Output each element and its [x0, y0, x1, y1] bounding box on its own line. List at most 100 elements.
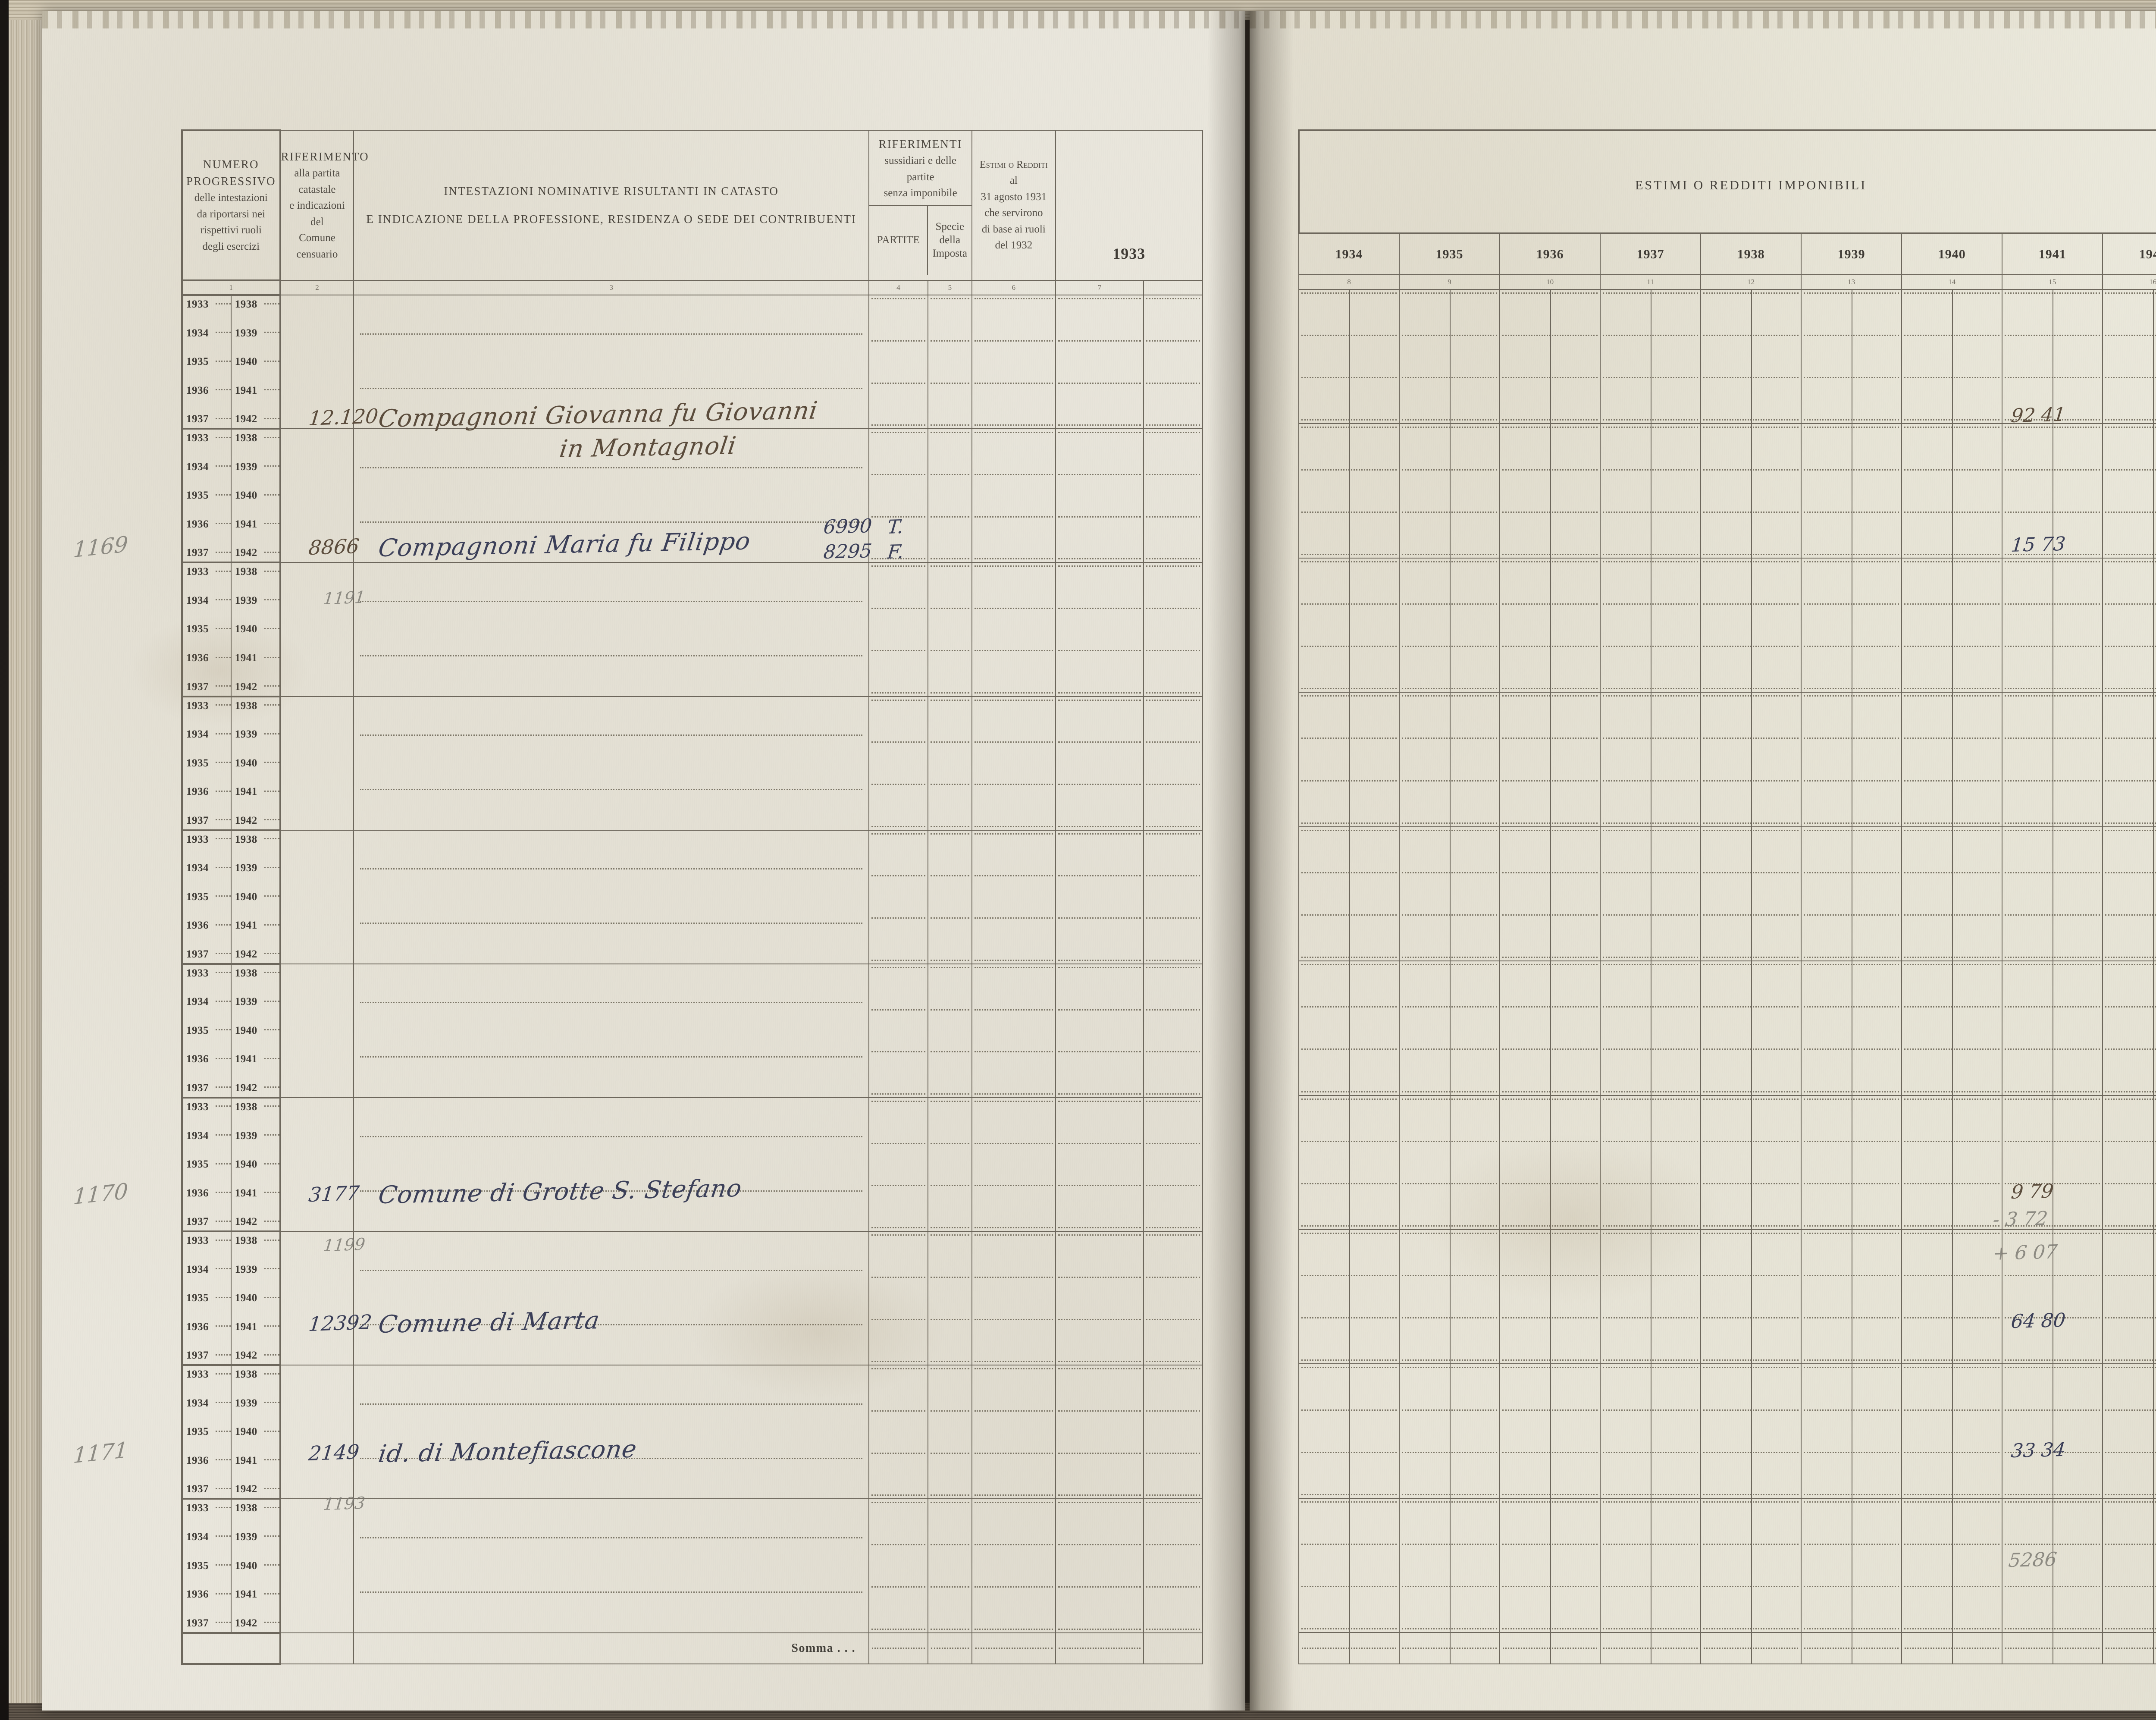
entry-riferimento-cell[interactable] [279, 696, 354, 831]
entry-partite-cell[interactable] [868, 295, 928, 430]
entry-specie-cell[interactable] [927, 295, 973, 430]
value-cell-year-1941[interactable] [2002, 1363, 2103, 1499]
value-cell-year-1934[interactable] [1298, 1363, 1400, 1499]
entry-1933-cell[interactable] [1055, 696, 1144, 831]
entry-intestazione-cell[interactable] [353, 829, 870, 964]
value-cell-year-1941[interactable] [2002, 1497, 2103, 1633]
value-cell-year-1939[interactable] [1801, 289, 1902, 424]
entry-1933-cell[interactable] [1055, 1498, 1144, 1633]
value-cell-year-1942[interactable] [2102, 826, 2156, 962]
value-cell-year-1940[interactable] [1901, 826, 2003, 962]
ledger-entry-row[interactable]: 1933 1934 1935 1936 1937 1938 1939 1940 1941 1942 [181, 695, 1203, 831]
value-cell-year-1940[interactable] [1901, 692, 2003, 827]
entry-intestazione-cell[interactable] [353, 963, 870, 1098]
value-cell-year-1936[interactable] [1499, 960, 1601, 1096]
entry-specie-cell[interactable] [927, 1365, 973, 1500]
value-cell-year-1938[interactable] [1700, 826, 1802, 962]
value-cell-year-1939[interactable] [1801, 692, 1902, 827]
value-cell-year-1937[interactable] [1600, 423, 1702, 559]
ledger-value-row[interactable] [1298, 1363, 2156, 1499]
ledger-value-row[interactable] [1298, 960, 2156, 1096]
value-cell-year-1938[interactable] [1700, 1229, 1802, 1365]
entry-estimi1931-cell[interactable] [971, 428, 1056, 563]
ledger-entry-row[interactable]: 1933 1934 1935 1936 1937 1938 1939 1940 1941 1942 [181, 829, 1203, 965]
value-cell-year-1934[interactable] [1298, 1229, 1400, 1365]
entry-intestazione-cell[interactable] [353, 295, 870, 430]
ledger-value-row[interactable] [1298, 1497, 2156, 1633]
entry-riferimento-cell[interactable] [279, 562, 354, 697]
value-cell-year-1934[interactable] [1298, 423, 1400, 559]
entry-specie-cell[interactable] [927, 696, 973, 831]
entry-partite-cell[interactable] [868, 829, 928, 964]
value-cell-year-1935[interactable] [1399, 1229, 1501, 1365]
value-cell-year-1935[interactable] [1399, 1363, 1501, 1499]
entry-riferimento-cell[interactable] [279, 1498, 354, 1633]
value-cell-year-1934[interactable] [1298, 289, 1400, 424]
entry-spill-cell[interactable] [1143, 295, 1203, 430]
value-cell-year-1942[interactable] [2102, 1363, 2156, 1499]
value-cell-year-1942[interactable] [2102, 692, 2156, 827]
value-cell-year-1939[interactable] [1801, 960, 1902, 1096]
entry-1933-cell[interactable] [1055, 1231, 1144, 1366]
entry-partite-cell[interactable] [868, 428, 928, 563]
value-cell-year-1942[interactable] [2102, 1497, 2156, 1633]
value-cell-year-1938[interactable] [1700, 1095, 1802, 1230]
entry-specie-cell[interactable] [927, 963, 973, 1098]
value-cell-year-1942[interactable] [2102, 1229, 2156, 1365]
entry-partite-cell[interactable] [868, 1365, 928, 1500]
entry-spill-cell[interactable] [1143, 1097, 1203, 1232]
entry-intestazione-cell[interactable] [353, 1097, 870, 1232]
entry-spill-cell[interactable] [1143, 1498, 1203, 1633]
value-cell-year-1937[interactable] [1600, 1363, 1702, 1499]
ledger-entry-row[interactable]: 1933 1934 1935 1936 1937 1938 1939 1940 1941 1942 [181, 428, 1203, 564]
ledger-value-row[interactable] [1298, 1229, 2156, 1365]
value-cell-year-1935[interactable] [1399, 557, 1501, 693]
value-cell-year-1937[interactable] [1600, 960, 1702, 1096]
entry-specie-cell[interactable] [927, 1498, 973, 1633]
value-cell-year-1937[interactable] [1600, 1095, 1702, 1230]
ledger-entry-row[interactable]: 1933 1934 1935 1936 1937 1938 1939 1940 1941 1942 [181, 1364, 1203, 1500]
entry-riferimento-cell[interactable] [279, 1231, 354, 1366]
value-cell-year-1937[interactable] [1600, 557, 1702, 693]
value-cell-year-1939[interactable] [1801, 1229, 1902, 1365]
value-cell-year-1940[interactable] [1901, 1363, 2003, 1499]
entry-intestazione-cell[interactable] [353, 1365, 870, 1500]
entry-riferimento-cell[interactable] [279, 963, 354, 1098]
entry-intestazione-cell[interactable] [353, 1498, 870, 1633]
entry-estimi1931-cell[interactable] [971, 1097, 1056, 1232]
value-cell-year-1940[interactable] [1901, 1095, 2003, 1230]
value-cell-year-1939[interactable] [1801, 826, 1902, 962]
entry-1933-cell[interactable] [1055, 428, 1144, 563]
value-cell-year-1937[interactable] [1600, 826, 1702, 962]
value-cell-year-1937[interactable] [1600, 1497, 1702, 1633]
entry-estimi1931-cell[interactable] [971, 696, 1056, 831]
value-cell-year-1941[interactable] [2002, 289, 2103, 424]
ledger-value-row[interactable] [1298, 557, 2156, 693]
value-cell-year-1942[interactable] [2102, 557, 2156, 693]
value-cell-year-1941[interactable] [2002, 826, 2103, 962]
ledger-value-row[interactable] [1298, 289, 2156, 424]
value-cell-year-1936[interactable] [1499, 1095, 1601, 1230]
value-cell-year-1934[interactable] [1298, 826, 1400, 962]
entry-partite-cell[interactable] [868, 696, 928, 831]
entry-specie-cell[interactable] [927, 428, 973, 563]
value-cell-year-1936[interactable] [1499, 289, 1601, 424]
entry-specie-cell[interactable] [927, 1231, 973, 1366]
value-cell-year-1942[interactable] [2102, 423, 2156, 559]
entry-riferimento-cell[interactable] [279, 295, 354, 430]
entry-1933-cell[interactable] [1055, 963, 1144, 1098]
value-cell-year-1942[interactable] [2102, 1095, 2156, 1230]
entry-riferimento-cell[interactable] [279, 428, 354, 563]
entry-estimi1931-cell[interactable] [971, 562, 1056, 697]
value-cell-year-1939[interactable] [1801, 1497, 1902, 1633]
value-cell-year-1940[interactable] [1901, 1229, 2003, 1365]
entry-estimi1931-cell[interactable] [971, 1498, 1056, 1633]
entry-1933-cell[interactable] [1055, 1365, 1144, 1500]
value-cell-year-1942[interactable] [2102, 289, 2156, 424]
entry-1933-cell[interactable] [1055, 562, 1144, 697]
entry-spill-cell[interactable] [1143, 428, 1203, 563]
entry-estimi1931-cell[interactable] [971, 295, 1056, 430]
value-cell-year-1941[interactable] [2002, 557, 2103, 693]
entry-partite-cell[interactable] [868, 1231, 928, 1366]
ledger-entry-row[interactable]: 1933 1934 1935 1936 1937 1938 1939 1940 1941 1942 [181, 562, 1203, 697]
